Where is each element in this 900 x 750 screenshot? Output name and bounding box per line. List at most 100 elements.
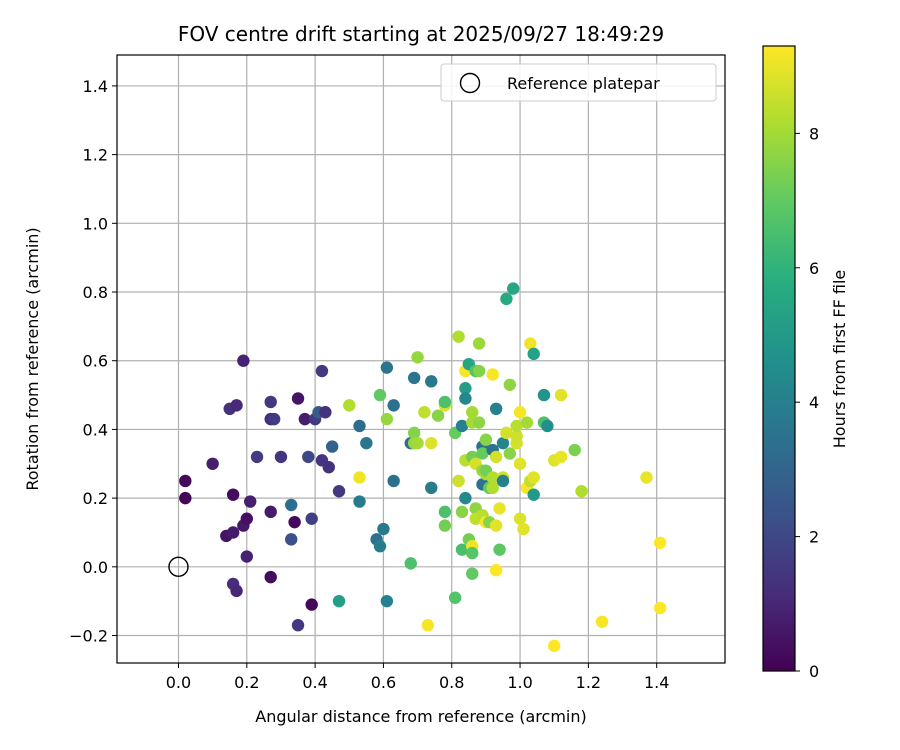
data-point [421, 619, 435, 632]
data-point [332, 485, 346, 498]
data-point [305, 598, 318, 611]
data-point [179, 491, 192, 505]
data-point [226, 526, 240, 539]
reference-marker-layer [168, 556, 189, 578]
data-point [493, 502, 506, 515]
reference-platepar-marker [168, 556, 189, 578]
x-tick-label: 1.2 [576, 673, 601, 692]
legend-box [440, 63, 717, 102]
data-point [267, 412, 281, 426]
data-point [411, 436, 424, 450]
y-tick-label: 0.0 [83, 558, 108, 577]
data-point [503, 447, 517, 460]
data-point [517, 522, 530, 536]
y-tick-label: 1.0 [83, 214, 108, 233]
data-point [322, 461, 335, 474]
data-point [431, 409, 445, 422]
data-point [380, 594, 394, 608]
data-point [291, 619, 305, 632]
data-point [319, 406, 332, 419]
data-point [500, 292, 513, 306]
y-tick-label: 0.6 [83, 352, 108, 371]
colorbar-tick-label: 2 [809, 528, 819, 547]
data-point [489, 402, 503, 416]
data-point [554, 388, 568, 402]
y-tick-label: 1.4 [83, 77, 108, 96]
data-point [438, 505, 452, 519]
data-point [230, 399, 243, 412]
data-point [264, 395, 277, 409]
x-tick-label: 1.0 [507, 673, 532, 692]
data-point [524, 337, 537, 350]
data-point [455, 543, 469, 556]
data-point [513, 512, 527, 525]
data-point [240, 550, 253, 563]
colorbar-ticks: 0 2 4 6 8 [795, 124, 819, 681]
data-point [489, 519, 503, 532]
x-tick-label: 0.0 [166, 673, 191, 692]
x-tick-label: 0.4 [302, 673, 327, 692]
y-tick-label: −0.2 [69, 627, 108, 646]
data-point [274, 450, 288, 464]
data-point [438, 519, 452, 532]
y-tick-label: 0.8 [83, 283, 108, 302]
x-tick-label: 0.6 [371, 673, 396, 692]
data-point [466, 567, 479, 580]
data-point [472, 416, 486, 429]
y-tick-label: 1.2 [83, 146, 108, 165]
data-point [653, 536, 667, 549]
y-tick-label: 0.4 [83, 420, 108, 439]
x-tick-label: 1.4 [644, 673, 669, 692]
colorbar-tick-label: 4 [809, 393, 819, 412]
data-point [380, 412, 394, 426]
data-point [230, 584, 243, 598]
data-point [305, 512, 318, 525]
data-point [548, 639, 561, 653]
data-point [302, 450, 315, 464]
data-point [285, 533, 298, 546]
data-point [240, 512, 253, 525]
data-point [472, 364, 486, 378]
data-point [373, 388, 387, 402]
data-point [479, 433, 493, 446]
data-point [496, 436, 510, 450]
data-point [315, 364, 329, 378]
data-point [418, 406, 431, 419]
data-point [353, 471, 366, 484]
data-point [285, 498, 298, 512]
data-point [438, 395, 452, 409]
data-point [496, 474, 510, 488]
chart-title: FOV centre drift starting at 2025/09/27 … [178, 22, 664, 46]
data-point [513, 457, 527, 470]
data-point [500, 426, 513, 440]
data-point [452, 330, 465, 343]
data-point [452, 474, 465, 488]
colorbar-gradient [762, 45, 796, 672]
data-point [353, 419, 366, 433]
data-point [459, 392, 472, 405]
data-point [513, 406, 527, 419]
data-point [291, 392, 305, 405]
data-point [537, 388, 551, 402]
data-point [653, 601, 667, 615]
data-point [595, 615, 609, 628]
data-point [425, 436, 438, 450]
legend-entry-reference-platepar: Reference platepar [507, 74, 660, 93]
x-tick-label: 0.8 [439, 673, 464, 692]
y-tick-label: 0.2 [83, 489, 108, 508]
data-point [455, 505, 469, 519]
data-point [206, 457, 219, 470]
data-point [466, 546, 479, 560]
data-point [510, 430, 523, 443]
data-point [520, 416, 534, 429]
data-point [493, 543, 506, 556]
data-point [325, 440, 339, 453]
data-point [425, 375, 438, 388]
data-point [459, 491, 472, 505]
data-point [466, 406, 479, 419]
x-tick-label: 0.2 [234, 673, 259, 692]
data-point [407, 371, 421, 385]
data-point [377, 522, 390, 536]
data-point [455, 419, 469, 433]
